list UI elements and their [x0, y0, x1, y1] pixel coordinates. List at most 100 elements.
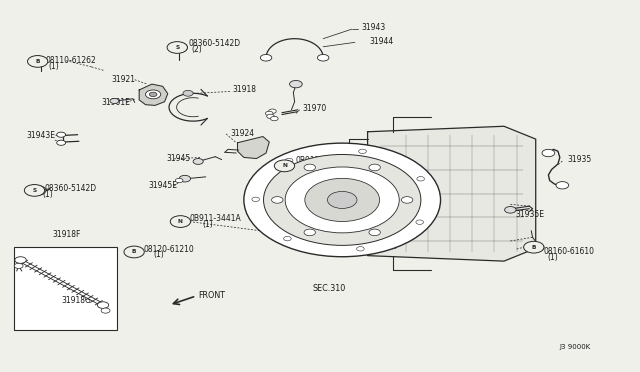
Circle shape — [417, 177, 424, 181]
Text: 31944: 31944 — [369, 37, 394, 46]
Text: S: S — [33, 188, 36, 193]
Circle shape — [266, 111, 273, 116]
Circle shape — [328, 192, 357, 208]
Circle shape — [175, 45, 184, 50]
Circle shape — [97, 302, 109, 308]
Text: 31943E: 31943E — [27, 131, 56, 140]
Circle shape — [24, 185, 45, 196]
Text: 0B911-3441A: 0B911-3441A — [296, 156, 348, 165]
Circle shape — [305, 178, 380, 221]
Circle shape — [57, 140, 65, 145]
Circle shape — [252, 197, 259, 202]
Circle shape — [271, 116, 278, 121]
Circle shape — [145, 90, 161, 99]
Circle shape — [304, 164, 316, 171]
Circle shape — [285, 167, 399, 233]
Circle shape — [171, 43, 188, 52]
Text: 0B911-3441A: 0B911-3441A — [190, 214, 242, 223]
Circle shape — [542, 149, 555, 157]
Text: 08120-61210: 08120-61210 — [143, 244, 195, 254]
Circle shape — [110, 99, 119, 103]
Text: 08360-5142D: 08360-5142D — [188, 39, 240, 48]
Circle shape — [358, 149, 366, 154]
Circle shape — [179, 175, 191, 182]
Text: B: B — [35, 59, 40, 64]
Text: (1): (1) — [49, 62, 60, 71]
Circle shape — [369, 229, 380, 236]
Text: (1): (1) — [154, 250, 164, 259]
Polygon shape — [139, 84, 168, 105]
Circle shape — [134, 250, 140, 254]
Circle shape — [401, 197, 413, 203]
Circle shape — [304, 229, 316, 236]
Circle shape — [534, 246, 541, 249]
Circle shape — [275, 160, 294, 172]
Text: 31935E: 31935E — [515, 210, 545, 219]
Circle shape — [556, 182, 569, 189]
Circle shape — [33, 188, 42, 193]
Text: 31924: 31924 — [230, 129, 254, 138]
Circle shape — [524, 241, 544, 253]
Text: (1): (1) — [203, 220, 213, 230]
Circle shape — [183, 90, 193, 96]
Text: J3 9000K: J3 9000K — [560, 344, 591, 350]
Circle shape — [28, 55, 48, 67]
Text: 31943: 31943 — [361, 23, 385, 32]
Text: 31921: 31921 — [112, 75, 136, 84]
Circle shape — [269, 109, 276, 113]
Text: 08160-61610: 08160-61610 — [543, 247, 595, 256]
Circle shape — [284, 164, 290, 168]
Circle shape — [289, 80, 302, 88]
Circle shape — [35, 58, 47, 65]
Circle shape — [264, 154, 421, 246]
Circle shape — [170, 216, 191, 227]
Polygon shape — [367, 126, 536, 261]
Text: 08110-61262: 08110-61262 — [46, 56, 97, 65]
Circle shape — [504, 206, 516, 213]
Text: (1): (1) — [42, 190, 53, 199]
Circle shape — [260, 54, 272, 61]
Circle shape — [175, 178, 183, 183]
Circle shape — [244, 143, 440, 257]
Circle shape — [193, 158, 204, 164]
Circle shape — [101, 308, 110, 313]
Circle shape — [267, 114, 275, 119]
Circle shape — [124, 246, 144, 258]
Circle shape — [180, 220, 187, 224]
Circle shape — [29, 186, 46, 195]
Polygon shape — [237, 137, 269, 158]
Circle shape — [14, 263, 23, 269]
Text: FRONT: FRONT — [198, 291, 225, 300]
Text: 31935: 31935 — [568, 155, 592, 164]
Text: 31918F: 31918F — [52, 230, 81, 239]
Text: 31901E: 31901E — [101, 98, 130, 107]
Text: (2): (2) — [192, 45, 203, 54]
Text: 31945E: 31945E — [148, 181, 178, 190]
Circle shape — [57, 132, 65, 137]
Text: S: S — [175, 45, 179, 50]
Circle shape — [167, 42, 188, 53]
Circle shape — [271, 197, 283, 203]
Circle shape — [15, 257, 26, 263]
Circle shape — [38, 60, 44, 63]
Text: B: B — [132, 250, 136, 254]
Text: SEC.310: SEC.310 — [312, 284, 346, 293]
Circle shape — [281, 162, 293, 170]
Text: 31945: 31945 — [166, 154, 191, 163]
Circle shape — [369, 164, 380, 171]
Circle shape — [177, 218, 190, 225]
Circle shape — [356, 247, 364, 251]
Text: 31918: 31918 — [232, 86, 257, 94]
Circle shape — [531, 244, 544, 251]
Circle shape — [149, 92, 157, 97]
Text: 31918G: 31918G — [61, 296, 91, 305]
Circle shape — [131, 248, 143, 256]
Text: (1): (1) — [307, 163, 318, 171]
Circle shape — [317, 54, 329, 61]
Text: 08360-5142D: 08360-5142D — [44, 185, 96, 193]
Text: (1): (1) — [547, 253, 558, 262]
Text: N: N — [282, 163, 287, 169]
Text: N: N — [178, 219, 183, 224]
Circle shape — [284, 237, 291, 241]
Circle shape — [285, 158, 293, 163]
